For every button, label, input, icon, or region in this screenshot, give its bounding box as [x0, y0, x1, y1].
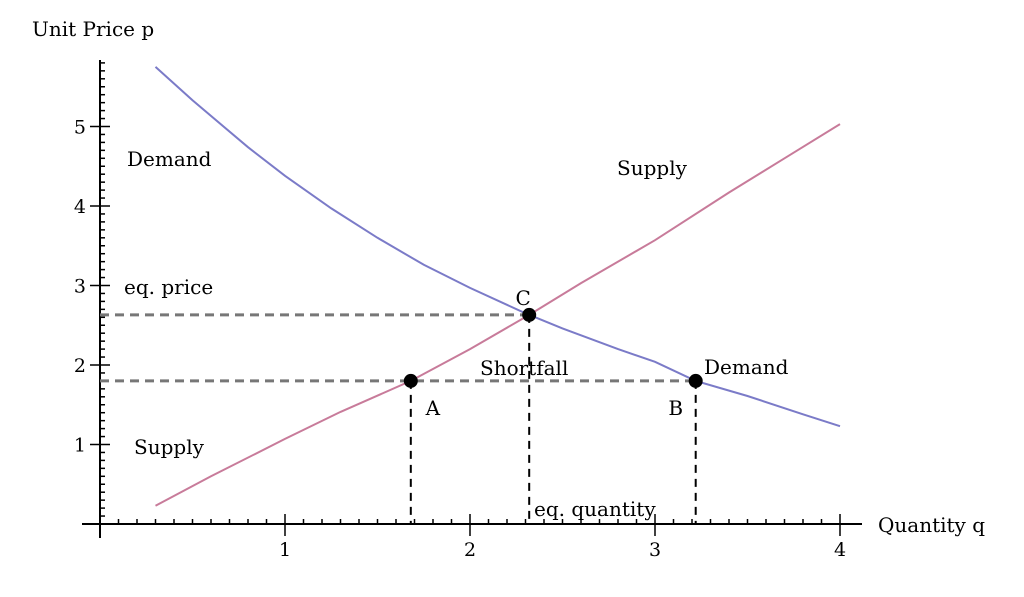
demand-curve	[154, 66, 841, 428]
y-tick-label: 4	[74, 196, 86, 218]
eq-price-label: eq. price	[124, 275, 213, 299]
axis-ticks: 1 2 3 4 1 2 3 4 5	[74, 62, 846, 561]
eq-quantity-label: eq. quantity	[534, 497, 656, 521]
x-axis-label: Quantity q	[878, 513, 985, 537]
point-label-a: A	[425, 396, 441, 420]
y-axis-label: Unit Price p	[32, 17, 154, 41]
point-c	[522, 307, 537, 322]
supply-label-upper: Supply	[617, 156, 688, 180]
point-a	[403, 373, 418, 388]
y-tick-label: 3	[74, 276, 86, 298]
x-tick-label: 4	[834, 539, 846, 561]
x-tick-label: 1	[279, 539, 291, 561]
points: C A B	[403, 286, 703, 420]
x-tick-label: 3	[649, 539, 661, 561]
supply-label-lower: Supply	[134, 435, 205, 459]
point-b	[688, 373, 703, 388]
curves	[154, 66, 841, 507]
y-tick-label: 2	[74, 355, 86, 377]
demand-label-lower: Demand	[704, 355, 789, 379]
supply-curve	[155, 123, 841, 507]
demand-label-upper: Demand	[127, 147, 212, 171]
point-label-b: B	[668, 396, 683, 420]
guide-lines	[100, 313, 697, 524]
point-label-c: C	[516, 286, 531, 310]
x-tick-label: 2	[464, 539, 476, 561]
y-tick-label: 1	[74, 435, 86, 457]
shortfall-label: Shortfall	[480, 356, 568, 380]
y-tick-label: 5	[74, 117, 86, 139]
